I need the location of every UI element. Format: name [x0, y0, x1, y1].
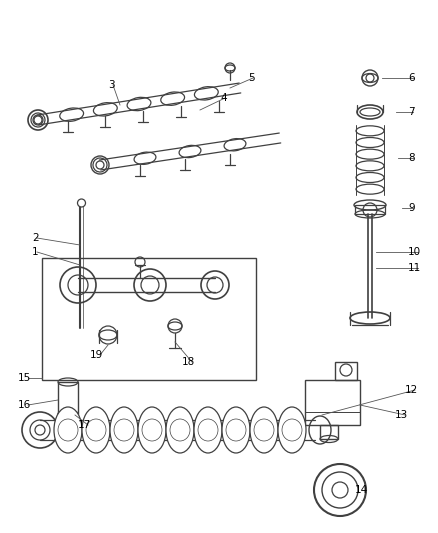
Bar	[305, 380, 360, 425]
Text: 5: 5	[248, 73, 254, 83]
Ellipse shape	[194, 407, 222, 453]
Text: 3: 3	[108, 80, 115, 90]
Text: 14: 14	[355, 485, 368, 495]
Ellipse shape	[166, 407, 194, 453]
Bar	[59, 436, 77, 444]
Bar	[42, 258, 256, 380]
Bar	[61, 414, 75, 436]
Text: 19: 19	[90, 350, 103, 360]
Text: 12: 12	[405, 385, 418, 395]
Bar	[320, 425, 338, 439]
Ellipse shape	[82, 407, 110, 453]
Text: 10: 10	[408, 247, 421, 257]
Ellipse shape	[54, 407, 82, 453]
Ellipse shape	[110, 407, 138, 453]
Text: 7: 7	[408, 107, 415, 117]
Circle shape	[78, 199, 85, 207]
Text: 4: 4	[220, 93, 226, 103]
Text: 2: 2	[32, 233, 39, 243]
Bar	[58, 382, 78, 414]
Bar	[335, 362, 357, 380]
Text: 9: 9	[408, 203, 415, 213]
Text: 17: 17	[78, 420, 91, 430]
Text: 6: 6	[408, 73, 415, 83]
Text: 11: 11	[408, 263, 421, 273]
Text: 18: 18	[182, 357, 195, 367]
Ellipse shape	[250, 407, 278, 453]
Text: 1: 1	[32, 247, 39, 257]
Ellipse shape	[138, 407, 166, 453]
Text: 13: 13	[395, 410, 408, 420]
Ellipse shape	[278, 407, 306, 453]
Ellipse shape	[222, 407, 250, 453]
Text: 16: 16	[18, 400, 31, 410]
Text: 15: 15	[18, 373, 31, 383]
Bar	[355, 205, 385, 214]
Text: 8: 8	[408, 153, 415, 163]
